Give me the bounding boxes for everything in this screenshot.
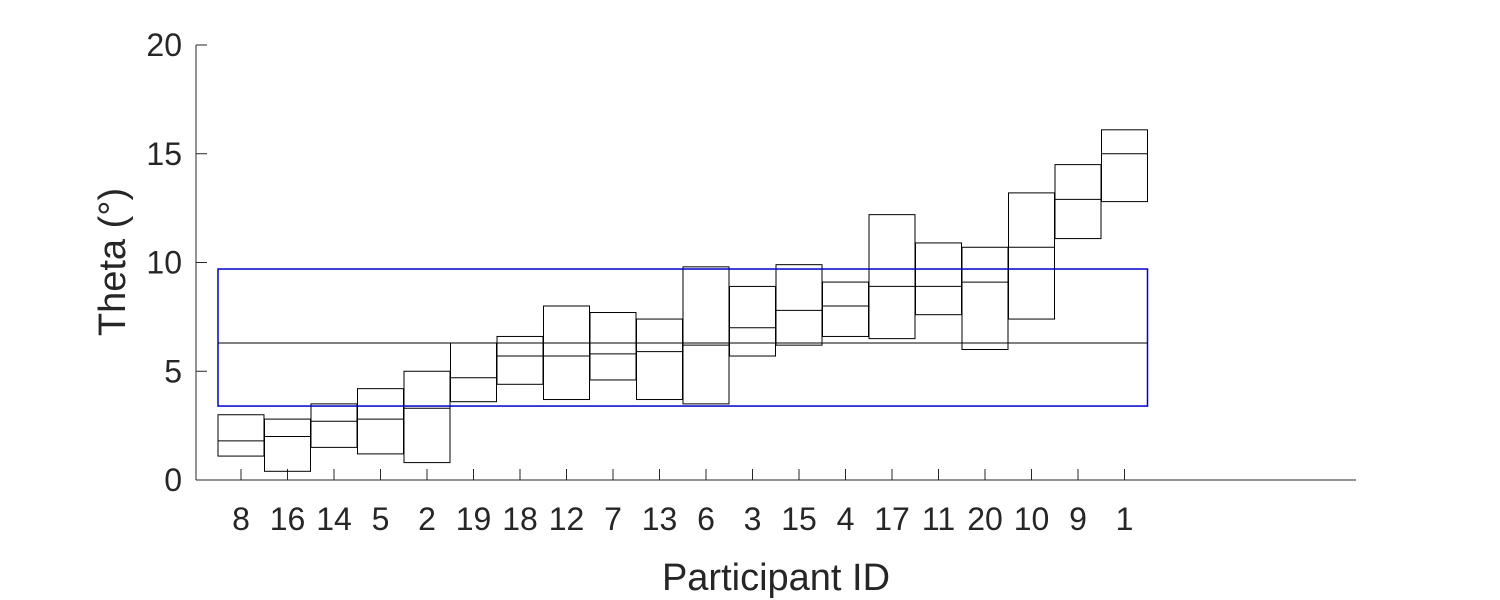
x-tick-label: 15 [781, 501, 817, 537]
participant-box-17 [868, 214, 916, 340]
participant-box-1 [1101, 129, 1148, 203]
box-rect [1101, 129, 1148, 203]
y-tick-label: 15 [146, 136, 182, 172]
box-rect [822, 281, 869, 337]
box-rect [450, 342, 497, 403]
box-rect [636, 318, 683, 401]
box-rect [775, 264, 823, 346]
box-rect [961, 246, 1009, 350]
y-tick-label: 5 [164, 353, 182, 389]
x-tick-label: 7 [604, 501, 622, 537]
y-tick-label: 20 [146, 27, 182, 63]
participant-boxes [217, 129, 1148, 472]
box-rect [915, 242, 962, 316]
box-rect [357, 388, 404, 455]
box-rect [496, 335, 544, 385]
participant-box-18 [496, 335, 544, 385]
participant-box-4 [822, 281, 869, 337]
x-tick-label: 18 [502, 501, 538, 537]
participant-box-16 [264, 418, 311, 472]
x-tick-label: 1 [1116, 501, 1134, 537]
box-rect [217, 414, 265, 457]
participant-box-20 [961, 246, 1009, 350]
x-axis-title: Participant ID [662, 557, 890, 599]
x-tick-label: 14 [316, 501, 352, 537]
x-tick-label: 3 [744, 501, 762, 537]
participant-box-2 [403, 370, 451, 464]
y-axis-title: Theta (°) [92, 188, 134, 336]
overall-box-rect [217, 268, 1149, 407]
box-rect [729, 285, 776, 357]
box-rect [589, 312, 637, 381]
participant-box-3 [729, 285, 776, 357]
participant-box-13 [636, 318, 683, 401]
box-rect [1008, 192, 1055, 320]
x-tick-label: 4 [837, 501, 855, 537]
x-tick-label: 20 [967, 501, 1003, 537]
x-tick-label: 12 [549, 501, 585, 537]
participant-box-14 [310, 403, 358, 448]
box-rect [310, 403, 358, 448]
participant-box-19 [450, 342, 497, 403]
participant-box-6 [682, 266, 730, 405]
x-tick-label: 6 [697, 501, 715, 537]
x-tick-label: 16 [270, 501, 306, 537]
participant-box-10 [1008, 192, 1055, 320]
x-tick-label: 10 [1014, 501, 1050, 537]
x-tick-label: 8 [232, 501, 250, 537]
box-rect [682, 266, 730, 405]
x-tick-label: 5 [372, 501, 390, 537]
participant-box-8 [217, 414, 265, 457]
x-tick-label: 19 [456, 501, 492, 537]
participant-box-12 [543, 305, 590, 401]
x-tick-label: 11 [922, 501, 955, 537]
participant-box-11 [915, 242, 962, 316]
y-tick-label: 10 [146, 245, 182, 281]
box-rect [543, 305, 590, 401]
participant-box-9 [1054, 164, 1102, 240]
x-tick-label: 9 [1069, 501, 1087, 537]
participant-box-15 [775, 264, 823, 346]
box-rect [868, 214, 916, 340]
overall-box [217, 268, 1149, 407]
x-tick-label: 17 [874, 501, 910, 537]
box-rect [403, 370, 451, 464]
box-rect [264, 418, 311, 472]
x-tick-label: 2 [418, 501, 436, 537]
participant-box-7 [589, 312, 637, 381]
box-rect [1054, 164, 1102, 240]
participant-box-5 [357, 388, 404, 455]
y-tick-label: 0 [164, 462, 182, 498]
x-tick-label: 13 [642, 501, 678, 537]
